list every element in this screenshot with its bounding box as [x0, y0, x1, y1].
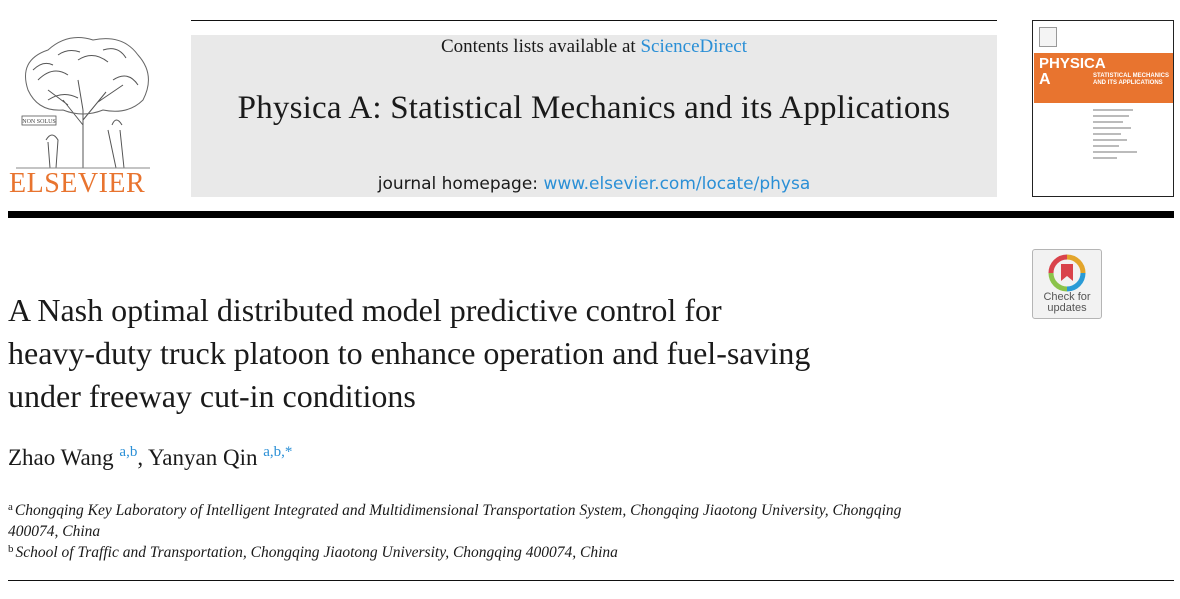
affiliation-a-mark: a [8, 501, 13, 513]
check-for-updates-label: Check for updates [1033, 292, 1101, 314]
sciencedirect-link[interactable]: ScienceDirect [640, 36, 748, 57]
elsevier-wordmark[interactable]: ELSEVIER [9, 168, 146, 199]
journal-cover-thumbnail[interactable]: PHYSICA A STATISTICAL MECHANICS AND ITS … [1032, 20, 1174, 197]
elsevier-tree-logo: NON SOLUS [8, 30, 158, 200]
svg-text:NON SOLUS: NON SOLUS [22, 119, 56, 125]
cover-orange-band [1034, 53, 1173, 103]
author-name-2[interactable]: Yanyan Qin [148, 445, 258, 470]
author-separator: , [137, 445, 148, 470]
check-for-updates-badge[interactable]: Check for updates [1032, 249, 1102, 319]
article-title: A Nash optimal distributed model predict… [8, 289, 998, 418]
cover-elsevier-mini-logo [1039, 27, 1057, 47]
author-name-1[interactable]: Zhao Wang [8, 445, 114, 470]
author-list: Zhao Wang a,b, Yanyan Qin a,b,* [8, 444, 292, 471]
affiliation-a-text: Chongqing Key Laboratory of Intelligent … [14, 502, 902, 519]
journal-homepage-line: journal homepage: www.elsevier.com/locat… [191, 174, 997, 194]
contents-availability-line: Contents lists available at ScienceDirec… [191, 36, 997, 58]
affiliation-a: a Chongqing Key Laboratory of Intelligent… [8, 497, 1008, 542]
crossmark-icon [1048, 254, 1086, 292]
title-line-3: under freeway cut-in conditions [8, 378, 416, 414]
cover-journal-word: PHYSICA [1039, 55, 1106, 72]
title-line-2: heavy-duty truck platoon to enhance oper… [8, 335, 811, 371]
author-1-affiliation-marks[interactable]: a,b [119, 444, 138, 460]
cover-journal-letter: A [1039, 71, 1051, 88]
journal-header-box [191, 35, 997, 197]
journal-homepage-link[interactable]: www.elsevier.com/locate/physa [543, 174, 811, 194]
author-2-affiliation-marks[interactable]: a,b,* [263, 444, 293, 460]
header-top-rule [191, 20, 997, 21]
badge-line-2: updates [1047, 302, 1087, 314]
title-line-1: A Nash optimal distributed model predict… [8, 292, 722, 328]
contents-prefix: Contents lists available at [440, 36, 641, 57]
journal-name[interactable]: Physica A: Statistical Mechanics and its… [237, 90, 951, 126]
affiliation-b-mark: b [8, 543, 14, 555]
header-bottom-rule [8, 211, 1174, 218]
affiliation-b: b School of Traffic and Transportation, C… [8, 539, 1008, 563]
cover-subtitle: STATISTICAL MECHANICS AND ITS APPLICATIO… [1093, 73, 1169, 86]
front-matter-rule [8, 580, 1174, 581]
cover-editor-list [1093, 109, 1163, 163]
homepage-prefix: journal homepage: [377, 174, 544, 194]
badge-line-1: Check for [1043, 291, 1091, 303]
affiliation-a-text-cont: 400074, China [8, 523, 101, 540]
affiliation-b-text: School of Traffic and Transportation, Ch… [15, 544, 618, 561]
